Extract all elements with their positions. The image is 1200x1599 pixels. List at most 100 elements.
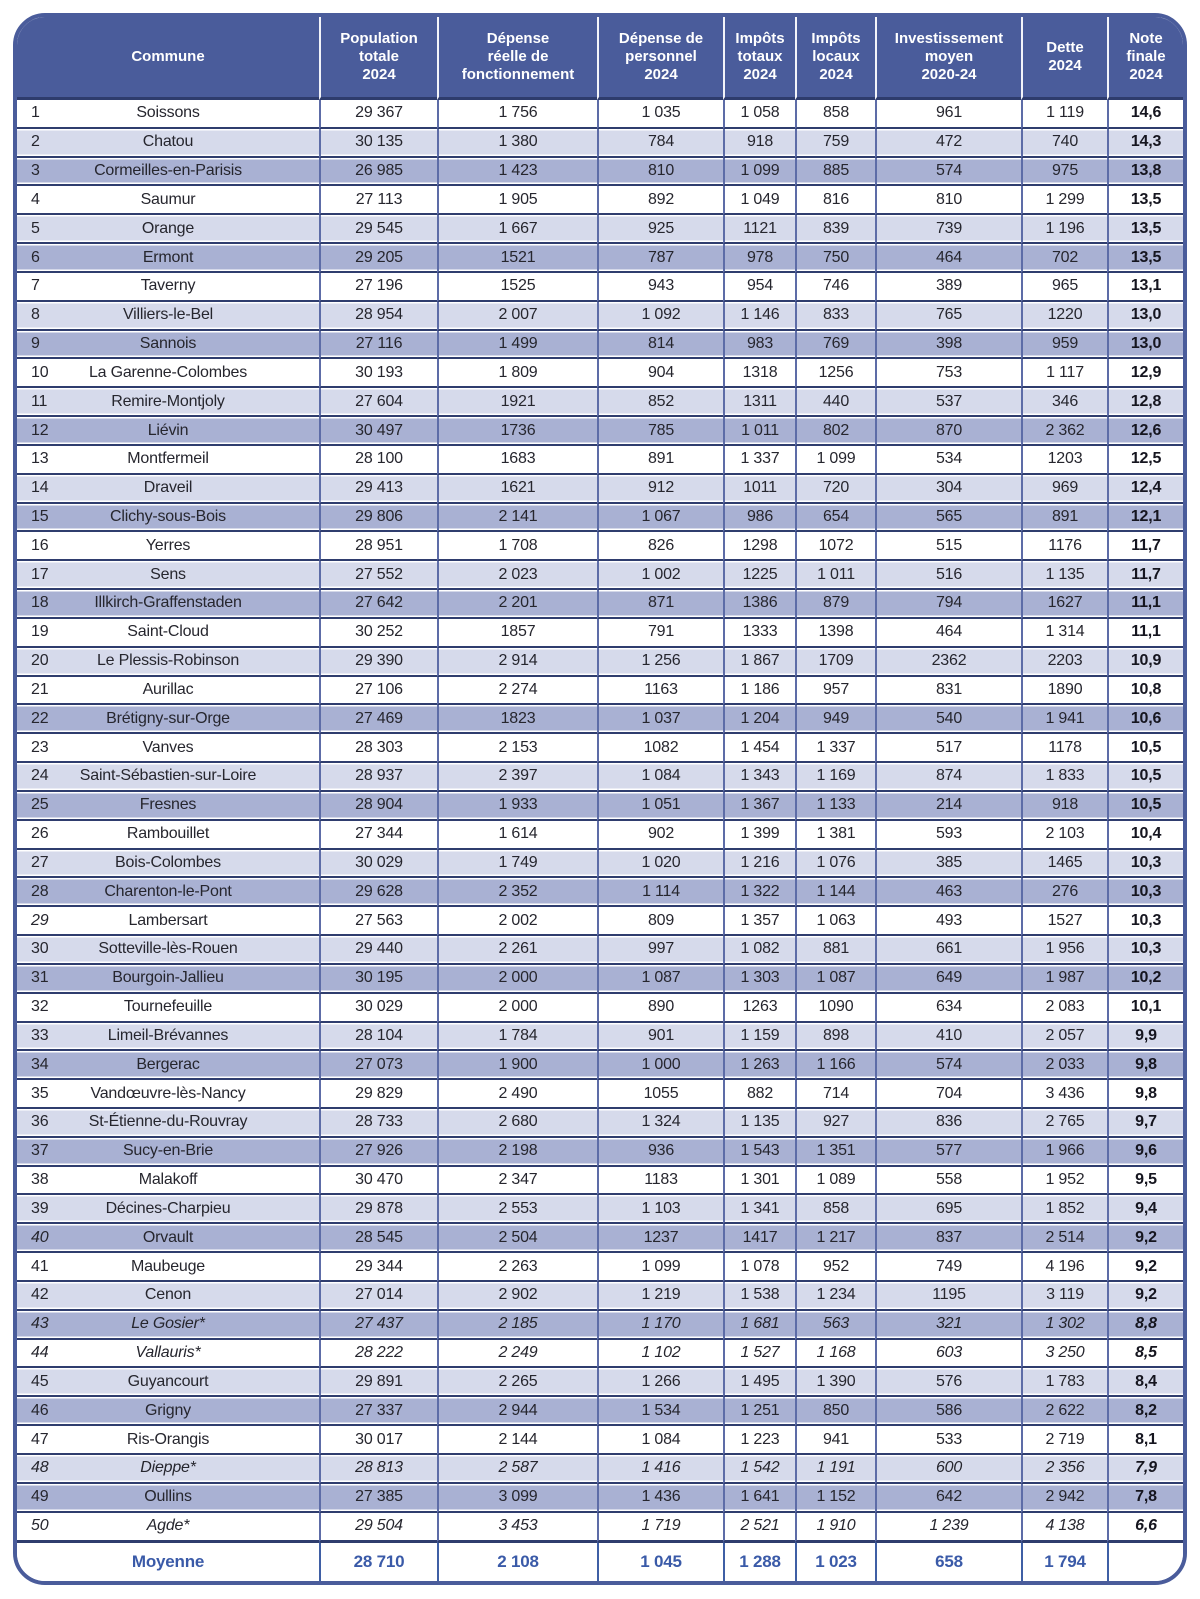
- cell-commune: Décines-Charpieu: [61, 1195, 319, 1225]
- cell-impots-totaux: 1 399: [723, 820, 795, 850]
- cell-depense-personnel: 1 084: [597, 763, 723, 792]
- cell-commune: Vanves: [61, 734, 319, 764]
- cell-depense-fonctionnement: 1 900: [437, 1051, 597, 1081]
- cell-impots-totaux: 1 251: [723, 1397, 795, 1427]
- cell-commune: Montfermeil: [61, 445, 319, 475]
- cell-impots-locaux: 654: [795, 503, 875, 533]
- cell-dette: 969: [1021, 474, 1107, 504]
- cell-population: 28 937: [319, 763, 437, 792]
- cell-note: 10,8: [1107, 676, 1183, 706]
- cell-dette: 3 436: [1021, 1080, 1107, 1109]
- cell-population: 30 195: [319, 964, 437, 994]
- col-header-investissement: Investissement moyen 2020-24: [875, 17, 1021, 100]
- cell-depense-fonctionnement: 1525: [437, 272, 597, 302]
- cell-investissement: 464: [875, 618, 1021, 648]
- table-row: 7 Taverny 27 196 1525 943 954 746 389 965 13,1: [17, 272, 1183, 302]
- cell-investissement: 2362: [875, 647, 1021, 677]
- cell-depense-fonctionnement: 1 756: [437, 100, 597, 129]
- cell-investissement: 586: [875, 1397, 1021, 1427]
- cell-impots-locaux: 1 099: [795, 445, 875, 475]
- cell-investissement: 565: [875, 503, 1021, 533]
- table-row: 34 Bergerac 27 073 1 900 1 000 1 263 1 166 574 2…: [17, 1051, 1183, 1081]
- table-row: 49 Oullins 27 385 3 099 1 436 1 641 1 152 642 2 …: [17, 1483, 1183, 1513]
- cell-commune: Aurillac: [61, 676, 319, 706]
- cell-population: 29 413: [319, 474, 437, 504]
- cell-impots-totaux: 1311: [723, 388, 795, 418]
- table-row: 40 Orvault 28 545 2 504 1237 1417 1 217 837 2 51…: [17, 1224, 1183, 1254]
- table-row: 38 Malakoff 30 470 2 347 1183 1 301 1 089 558 1 …: [17, 1166, 1183, 1196]
- cell-rank: 31: [17, 964, 61, 994]
- cell-commune: Ermont: [61, 244, 319, 273]
- cell-investissement: 810: [875, 186, 1021, 216]
- cell-depense-fonctionnement: 1823: [437, 705, 597, 735]
- cell-population: 27 113: [319, 186, 437, 216]
- cell-rank: 46: [17, 1397, 61, 1427]
- cell-depense-fonctionnement: 2 000: [437, 964, 597, 994]
- cell-rank: 48: [17, 1454, 61, 1484]
- cell-depense-fonctionnement: 3 099: [437, 1483, 597, 1513]
- cell-population: 28 904: [319, 791, 437, 821]
- cell-population: 30 029: [319, 849, 437, 879]
- cell-note: 7,9: [1107, 1454, 1183, 1484]
- table-row: 14 Draveil 29 413 1621 912 1011 720 304 969 12,4: [17, 474, 1183, 504]
- cell-investissement: 558: [875, 1166, 1021, 1196]
- cell-impots-locaux: 1 191: [795, 1454, 875, 1484]
- cell-note: 8,4: [1107, 1368, 1183, 1398]
- cell-commune: Illkirch-Graffenstaden: [61, 590, 319, 619]
- table-row: 20 Le Plessis-Robinson 29 390 2 914 1 256 1 8…: [17, 647, 1183, 677]
- cell-commune: Orange: [61, 215, 319, 245]
- cell-impots-locaux: 440: [795, 388, 875, 418]
- cell-note: 12,9: [1107, 359, 1183, 389]
- cell-impots-locaux: 1 133: [795, 791, 875, 821]
- cell-note: 12,1: [1107, 503, 1183, 533]
- cell-rank: 38: [17, 1166, 61, 1196]
- cell-note: 8,2: [1107, 1397, 1183, 1427]
- cell-depense-fonctionnement: 1921: [437, 388, 597, 418]
- table-row: 22 Brétigny-sur-Orge 27 469 1823 1 037 1 204 9…: [17, 705, 1183, 735]
- cell-investissement: 516: [875, 561, 1021, 591]
- cell-rank: 2: [17, 128, 61, 158]
- table-row: 10 La Garenne-Colombes 30 193 1 809 904 1318 1…: [17, 359, 1183, 389]
- cell-note: 13,1: [1107, 272, 1183, 302]
- cell-commune: Maubeuge: [61, 1253, 319, 1282]
- cell-impots-totaux: 954: [723, 272, 795, 302]
- cell-impots-locaux: 858: [795, 1195, 875, 1225]
- cell-commune: Guyancourt: [61, 1368, 319, 1398]
- cell-rank: 37: [17, 1137, 61, 1167]
- cell-rank: 47: [17, 1426, 61, 1455]
- cell-note: 11,1: [1107, 590, 1183, 619]
- cell-impots-totaux: 1 303: [723, 964, 795, 994]
- cell-rank: 6: [17, 244, 61, 273]
- table-row: 13 Montfermeil 28 100 1683 891 1 337 1 099 534 1…: [17, 445, 1183, 475]
- cell-rank: 25: [17, 791, 61, 821]
- cell-dette: 2 103: [1021, 820, 1107, 850]
- cell-note: 10,1: [1107, 993, 1183, 1023]
- cell-commune: Tournefeuille: [61, 993, 319, 1023]
- cell-rank: 26: [17, 820, 61, 850]
- cell-impots-totaux: 1 641: [723, 1483, 795, 1513]
- cell-note: 10,5: [1107, 734, 1183, 764]
- cell-dette: 1 987: [1021, 964, 1107, 994]
- cell-investissement: 389: [875, 272, 1021, 302]
- cell-investissement: 493: [875, 907, 1021, 937]
- cell-impots-totaux: 1 078: [723, 1253, 795, 1282]
- table-row: 28 Charenton-le-Pont 29 628 2 352 1 114 1 322…: [17, 878, 1183, 908]
- cell-impots-locaux: 881: [795, 936, 875, 965]
- cell-population: 28 813: [319, 1454, 437, 1484]
- cell-dette: 1 117: [1021, 359, 1107, 389]
- cell-commune: Limeil-Brévannes: [61, 1022, 319, 1052]
- cell-depense-fonctionnement: 2 249: [437, 1339, 597, 1369]
- cell-impots-totaux: 1121: [723, 215, 795, 245]
- cell-rank: 32: [17, 993, 61, 1023]
- cell-population: 30 470: [319, 1166, 437, 1196]
- cell-note: 13,5: [1107, 215, 1183, 245]
- cell-investissement: 574: [875, 157, 1021, 187]
- cell-dette: 276: [1021, 878, 1107, 908]
- cell-depense-personnel: 1 067: [597, 503, 723, 533]
- cell-note: 9,8: [1107, 1080, 1183, 1109]
- cell-population: 29 545: [319, 215, 437, 245]
- table-row: 21 Aurillac 27 106 2 274 1163 1 186 957 831 1890…: [17, 676, 1183, 706]
- cell-depense-personnel: 936: [597, 1137, 723, 1167]
- table-row: 27 Bois-Colombes 30 029 1 749 1 020 1 216 1 07…: [17, 849, 1183, 879]
- cell-rank: 33: [17, 1022, 61, 1052]
